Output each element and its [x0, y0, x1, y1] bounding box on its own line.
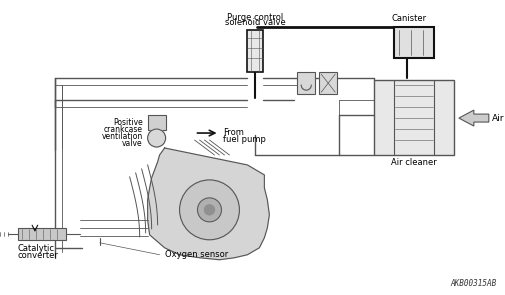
Text: valve: valve [122, 139, 142, 148]
Circle shape [179, 180, 239, 240]
Circle shape [204, 205, 214, 215]
Text: Purge control: Purge control [227, 13, 283, 22]
Text: Positive: Positive [113, 118, 142, 127]
Bar [393, 27, 433, 58]
Polygon shape [147, 148, 269, 260]
Text: Catalytic: Catalytic [18, 244, 55, 253]
Text: crankcase: crankcase [104, 125, 142, 134]
Bar [247, 30, 263, 72]
Text: Oxygen sensor: Oxygen sensor [164, 250, 227, 259]
Text: converter: converter [18, 251, 59, 260]
Text: ventilation: ventilation [101, 132, 142, 141]
Text: AKB00315AB: AKB00315AB [449, 279, 496, 288]
Text: Air: Air [491, 114, 503, 122]
Text: fuel pump: fuel pump [223, 135, 266, 144]
Text: Canister: Canister [391, 14, 426, 23]
Bar [18, 228, 66, 240]
Bar [373, 80, 453, 155]
Polygon shape [458, 110, 488, 126]
Bar [297, 72, 315, 94]
Bar [319, 72, 336, 94]
Bar [147, 115, 165, 130]
Circle shape [197, 198, 221, 222]
Circle shape [147, 129, 165, 147]
Text: solenoid valve: solenoid valve [225, 18, 285, 27]
Text: From: From [223, 128, 244, 137]
Text: Air cleaner: Air cleaner [390, 158, 436, 167]
